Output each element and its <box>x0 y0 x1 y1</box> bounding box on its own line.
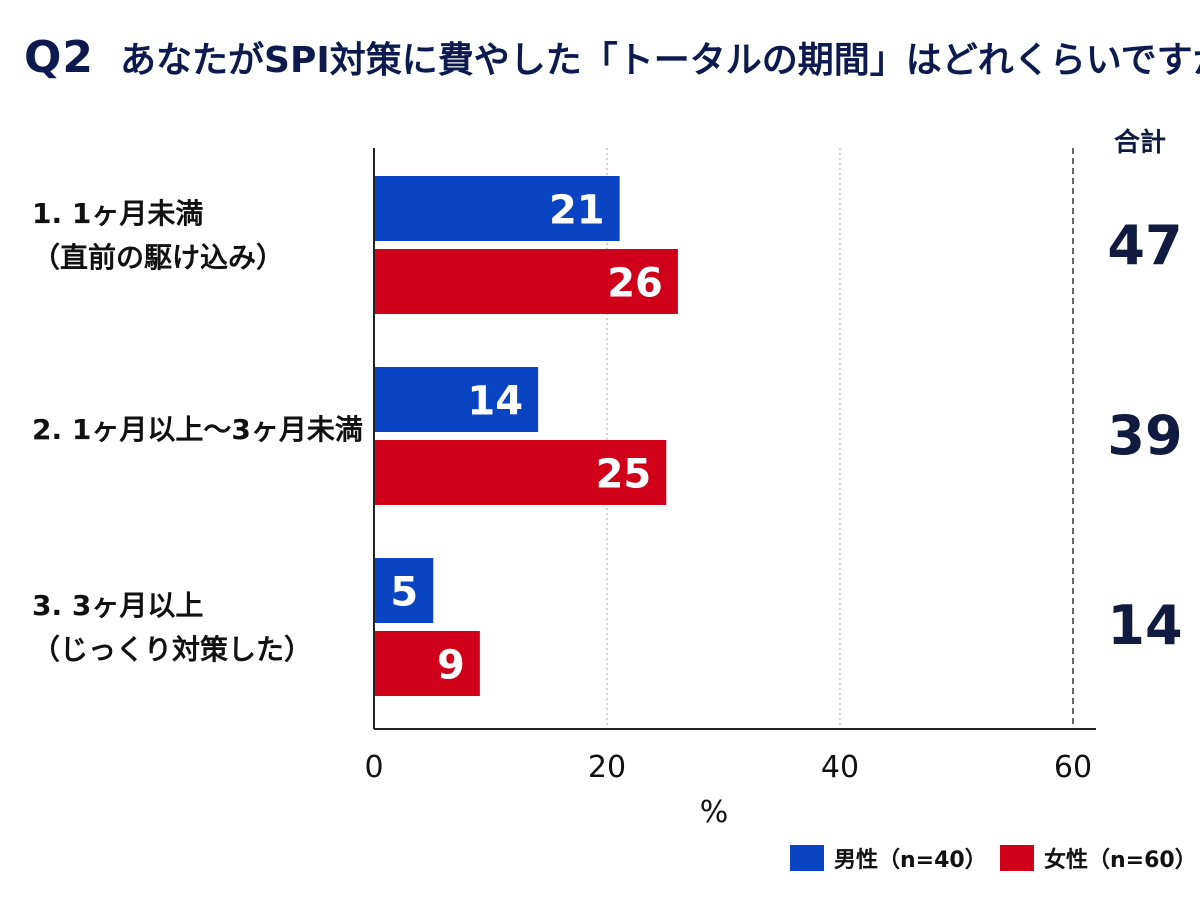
category-label-2-line1: 2. 1ヶ月以上〜3ヶ月未満 <box>32 413 363 446</box>
legend-female: 女性（n=60） <box>1000 842 1197 874</box>
bar-male-1 <box>375 176 620 241</box>
question-text: あなたがSPI対策に費やした「トータルの期間」はどれくらいですか? <box>120 40 1200 81</box>
total-value-2: 39 <box>1107 404 1183 467</box>
bar-label-male-1: 21 <box>549 188 605 234</box>
x-tick-label-60: 60 <box>1054 750 1092 785</box>
bar-female-2 <box>375 440 667 505</box>
bar-label-female-1: 26 <box>607 261 663 307</box>
category-label-1-line2: （直前の駆け込み） <box>32 241 285 274</box>
x-tick-label-0: 0 <box>364 750 383 785</box>
category-label-3: 3. 3ヶ月以上 （じっくり対策した） <box>32 584 312 672</box>
bar-male-3 <box>375 558 434 623</box>
question-number: Q2 <box>24 31 95 83</box>
legend-male: 男性（n=40） <box>790 842 987 874</box>
totals-header: 合計 <box>1113 128 1166 158</box>
x-tick-label-20: 20 <box>588 750 626 785</box>
bar-label-male-2: 14 <box>467 379 523 425</box>
total-value-3: 14 <box>1107 594 1183 657</box>
legend-female-swatch <box>1000 845 1034 871</box>
category-label-1: 1. 1ヶ月未満 （直前の駆け込み） <box>32 192 284 280</box>
bar-label-female-2: 25 <box>596 452 652 498</box>
category-label-2: 2. 1ヶ月以上〜3ヶ月未満 <box>32 408 363 452</box>
legend-male-swatch <box>790 845 824 871</box>
legend-male-label: 男性（n=40） <box>834 848 987 873</box>
category-label-3-line1: 3. 3ヶ月以上 <box>32 589 204 622</box>
bar-male-2 <box>375 367 539 432</box>
bar-female-1 <box>375 249 678 314</box>
category-label-3-line2: （じっくり対策した） <box>32 633 313 666</box>
legend-female-label: 女性（n=60） <box>1044 848 1197 873</box>
bar-label-female-3: 9 <box>437 643 465 689</box>
total-value-1: 47 <box>1107 214 1183 277</box>
bar-label-male-3: 5 <box>390 570 418 616</box>
category-label-1-line1: 1. 1ヶ月未満 <box>32 197 204 230</box>
x-tick-label-40: 40 <box>821 750 859 785</box>
x-axis-label: % <box>700 795 729 830</box>
bar-female-3 <box>375 631 480 696</box>
question-header: Q2 あなたがSPI対策に費やした「トータルの期間」はどれくらいですか? <box>24 22 1200 92</box>
